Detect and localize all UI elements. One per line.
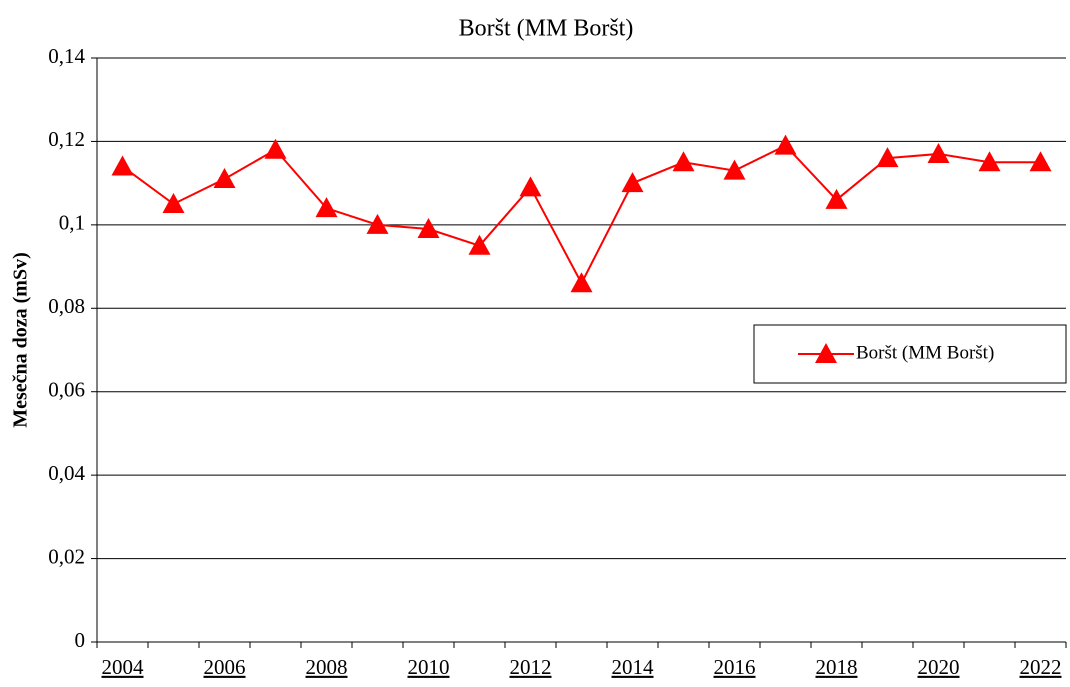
x-tick-label: 2010 — [408, 655, 450, 679]
legend-label: Boršt (MM Boršt) — [856, 342, 994, 363]
y-tick-label: 0,1 — [59, 211, 85, 235]
x-tick-label: 2004 — [102, 655, 145, 679]
x-tick-label: 2008 — [306, 655, 348, 679]
y-tick-label: 0,14 — [48, 44, 85, 68]
marker — [111, 155, 134, 176]
marker — [978, 151, 1001, 172]
marker — [774, 134, 797, 155]
marker — [927, 142, 950, 163]
marker — [723, 159, 746, 180]
y-tick-label: 0,02 — [48, 544, 85, 568]
y-tick-label: 0,12 — [48, 127, 85, 151]
marker — [468, 234, 491, 255]
marker — [366, 213, 389, 234]
series-line — [121, 144, 1041, 286]
chart-title: Boršt (MM Boršt) — [459, 16, 634, 42]
y-tick-label: 0,08 — [48, 294, 85, 318]
x-tick-label: 2022 — [1020, 655, 1062, 679]
y-tick-label: 0 — [75, 628, 86, 652]
x-tick-label: 2012 — [510, 655, 552, 679]
marker — [1029, 151, 1052, 172]
legend-marker — [815, 343, 837, 363]
marker — [825, 188, 848, 209]
x-tick-label: 2018 — [816, 655, 858, 679]
marker — [213, 167, 236, 188]
x-tick-label: 2016 — [714, 655, 756, 679]
x-tick-label: 2020 — [918, 655, 960, 679]
marker — [162, 193, 185, 213]
y-axis-label: Mesečna doza (mSv) — [10, 252, 32, 428]
marker — [315, 197, 338, 218]
y-tick-label: 0,06 — [48, 378, 85, 402]
y-tick-label: 0,04 — [48, 461, 85, 485]
marker — [417, 218, 440, 239]
marker — [519, 176, 542, 197]
marker — [876, 147, 899, 168]
marker — [672, 151, 695, 172]
x-tick-label: 2006 — [204, 655, 246, 679]
marker — [621, 172, 644, 193]
x-tick-label: 2014 — [612, 655, 655, 679]
marker — [570, 272, 593, 293]
marker — [264, 138, 287, 159]
